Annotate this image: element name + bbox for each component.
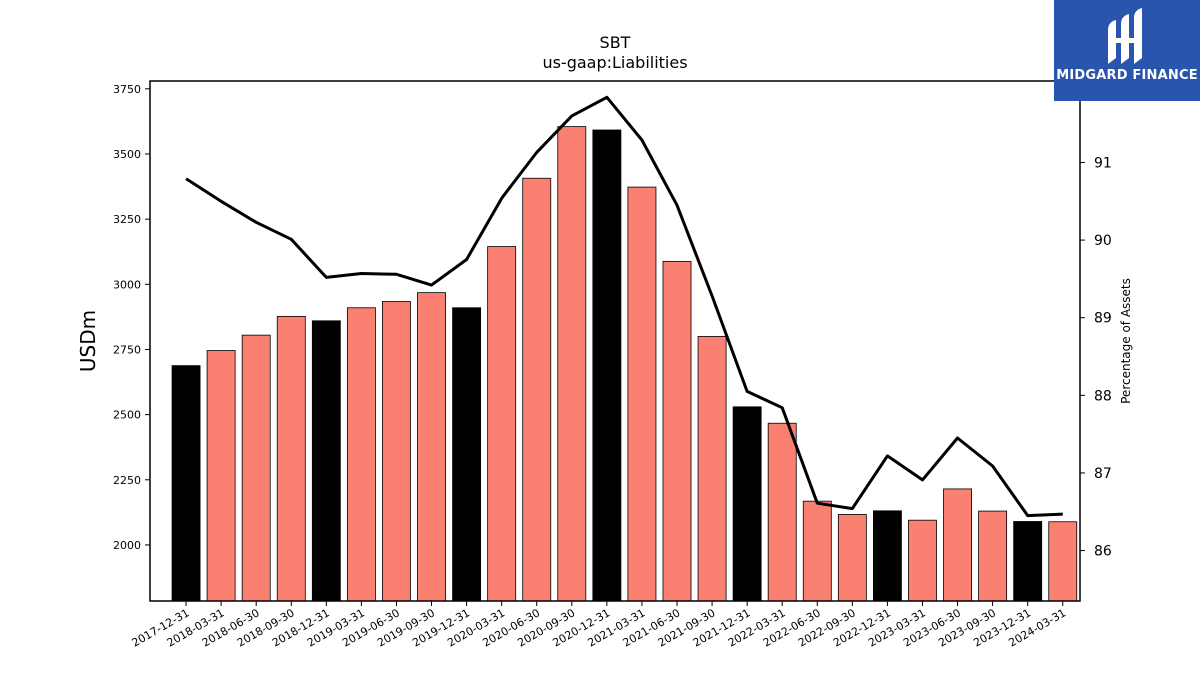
bar	[276, 315, 306, 602]
y-tick-label: 2000	[113, 539, 141, 552]
y-tick-label: 2500	[113, 409, 141, 422]
bar	[697, 336, 727, 602]
bar	[627, 186, 657, 602]
bar	[487, 246, 517, 602]
bar	[802, 500, 832, 602]
bar	[382, 301, 411, 602]
y2-tick-label: 90	[1094, 233, 1112, 249]
plot-frame	[149, 80, 1081, 602]
chart-title: SBT	[600, 33, 631, 52]
y-tick-label: 2250	[113, 474, 141, 487]
bar	[943, 488, 972, 602]
bar	[206, 350, 236, 602]
bar	[872, 510, 902, 602]
y2-tick-label: 91	[1094, 155, 1112, 171]
bar	[592, 129, 622, 602]
bar	[1048, 521, 1078, 602]
bar	[978, 510, 1008, 602]
bar	[837, 514, 867, 602]
y-tick-label: 3500	[113, 148, 141, 161]
y-axis-label: USDm	[76, 310, 100, 372]
bars-layer	[171, 126, 1078, 602]
bar	[557, 126, 587, 602]
y2-tick-label: 86	[1094, 544, 1112, 560]
y-tick-label: 3000	[113, 278, 141, 291]
bar	[522, 177, 552, 602]
bar	[452, 307, 482, 602]
y2-axis-label: Percentage of Assets	[1119, 278, 1133, 404]
midgard-logo-icon	[1108, 8, 1142, 64]
y-tick-label: 3750	[113, 83, 141, 96]
logo-text: MIDGARD FINANCE	[1056, 68, 1198, 83]
bar	[241, 334, 271, 602]
bar	[732, 406, 762, 602]
y2-tick-label: 87	[1094, 466, 1112, 482]
y2-tick-label: 88	[1094, 388, 1112, 404]
line-layer	[185, 95, 1063, 518]
brand-logo: MIDGARD FINANCE	[1054, 0, 1200, 101]
y-tick-label: 3250	[113, 213, 141, 226]
bar	[1013, 521, 1043, 602]
bar	[346, 307, 376, 602]
y2-tick-label: 89	[1094, 311, 1112, 327]
bar	[171, 365, 201, 602]
y-tick-label: 2750	[113, 343, 141, 356]
bar	[908, 519, 937, 602]
bar	[311, 320, 341, 602]
bar	[767, 422, 797, 602]
percentage-line	[185, 95, 1063, 518]
chart-subtitle: us-gaap:Liabilities	[542, 53, 687, 72]
bar	[417, 292, 446, 602]
bar	[662, 260, 692, 602]
